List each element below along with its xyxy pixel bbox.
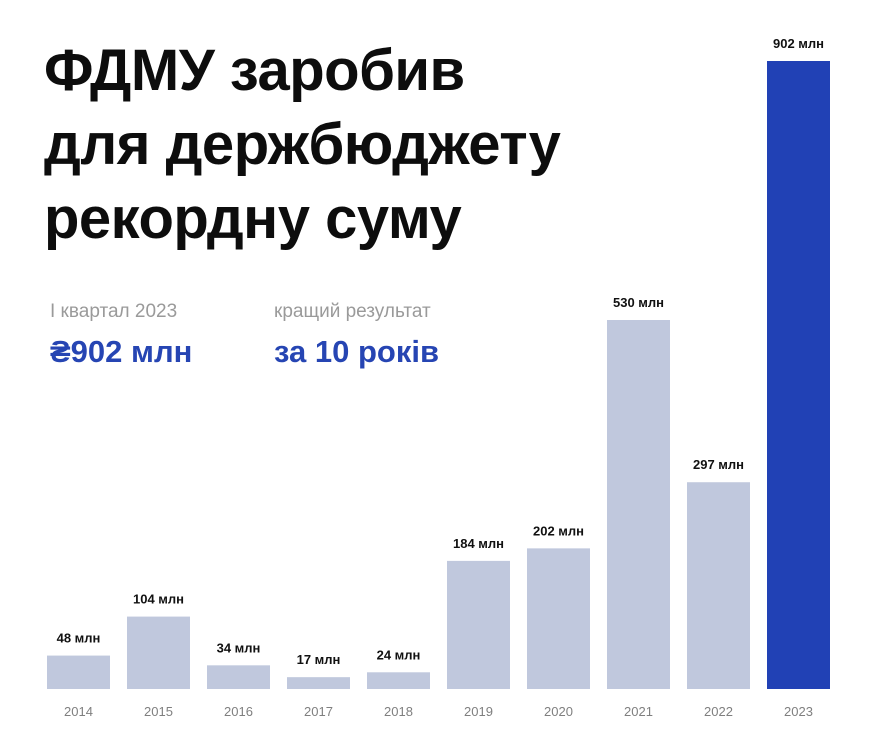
tick-label-2015: 2015 [144,704,173,719]
data-label-2017: 17 млн [297,652,341,667]
data-label-2021: 530 млн [613,295,664,310]
data-label-2023: 902 млн [773,36,824,51]
data-label-2018: 24 млн [377,647,421,662]
data-label-2014: 48 млн [57,631,101,646]
data-label-2022: 297 млн [693,457,744,472]
title-line-3: рекордну суму [44,186,462,251]
bar-2015 [127,616,190,689]
data-label-2016: 34 млн [217,640,261,655]
data-label-2020: 202 млн [533,523,584,538]
bar-2014 [47,655,110,689]
tick-label-2019: 2019 [464,704,493,719]
tick-label-2016: 2016 [224,704,253,719]
stat-best-result-value: за 10 років [274,334,440,369]
tick-label-2022: 2022 [704,704,733,719]
bar-2021 [607,319,670,689]
tick-label-2014: 2014 [64,704,93,719]
data-label-2015: 104 млн [133,592,184,607]
bar-2020 [527,548,590,689]
tick-label-2023: 2023 [784,704,813,719]
tick-label-2021: 2021 [624,704,653,719]
stat-best-result: кращий результат за 10 років [274,300,439,372]
tick-label-2018: 2018 [384,704,413,719]
title-line-2: для держбюджету [44,112,561,177]
stat-best-result-label: кращий результат [274,301,431,322]
title-line-1: ФДМУ заробив [44,38,465,103]
tick-label-2020: 2020 [544,704,573,719]
bar-2023 [767,61,830,689]
bar-2018 [367,672,430,689]
stat-quarter-value: ₴902 млн [50,334,193,369]
tick-label-2017: 2017 [304,704,333,719]
bar-2019 [447,560,510,689]
stat-quarter-label: І квартал 2023 [50,301,178,322]
page-title: ФДМУ заробив для держбюджету рекордну су… [44,34,561,256]
bar-2016 [207,665,270,689]
bar-2017 [287,677,350,689]
stat-quarter: І квартал 2023 ₴902 млн [50,300,192,372]
data-label-2019: 184 млн [453,536,504,551]
bar-2022 [687,482,750,689]
